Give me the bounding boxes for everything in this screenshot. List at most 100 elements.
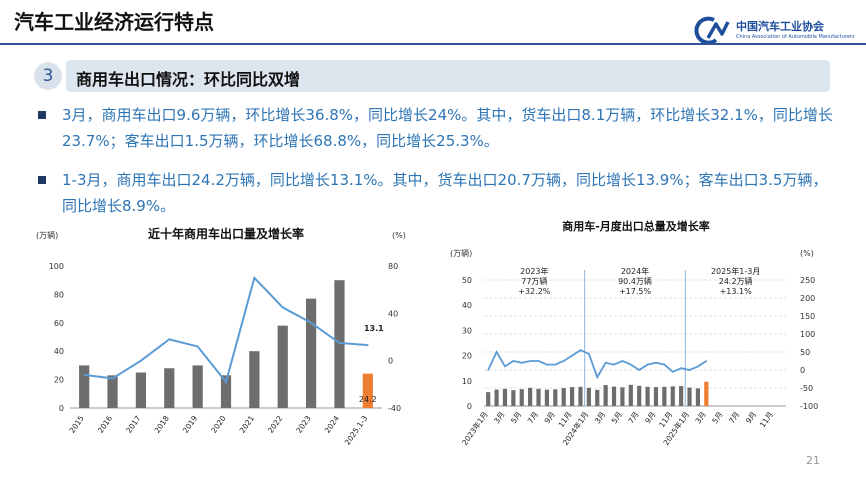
- growth-rate-point: [140, 359, 142, 362]
- annotation-volume: 77万辆: [521, 276, 547, 286]
- bar: [511, 390, 516, 406]
- x-tick-label: 2015: [67, 414, 85, 435]
- bar: [502, 388, 508, 406]
- growth-rate-point: [630, 363, 632, 366]
- page-number: 21: [806, 454, 820, 467]
- bar: [249, 351, 260, 408]
- section-title: 商用车出口情况：环比同比双增: [76, 70, 301, 89]
- bar: [494, 389, 499, 406]
- bar-value-label: 24.2: [359, 395, 377, 404]
- bar: [704, 381, 709, 406]
- growth-rate-point: [579, 349, 582, 351]
- annotation-growth: +17.5%: [619, 287, 652, 296]
- growth-rate-point: [168, 338, 171, 341]
- x-tick-label: 2023年1月: [459, 409, 489, 447]
- growth-rate-point: [680, 367, 682, 369]
- y-tick-label: 10: [462, 377, 472, 386]
- bar: [620, 387, 625, 406]
- bar: [362, 373, 373, 408]
- annotation-year: 2025年1-3月: [711, 266, 760, 276]
- y2-tick-label: 150: [800, 312, 815, 321]
- y-tick-label: 20: [462, 352, 472, 361]
- bar: [561, 388, 566, 406]
- x-tick-label: 9月: [643, 410, 657, 425]
- growth-rate-point: [663, 363, 666, 366]
- y-tick-label: 40: [54, 347, 64, 356]
- bar: [486, 392, 491, 406]
- x-tick-label: 2022: [266, 414, 284, 435]
- y2-tick-label: 200: [800, 294, 815, 303]
- x-tick-label: 5月: [710, 410, 724, 425]
- chart-title: 商用车-月度出口总量及增长率: [562, 219, 710, 233]
- growth-rate-point: [310, 322, 312, 324]
- x-tick-label: 2020: [209, 414, 227, 435]
- growth-rate-point: [638, 369, 640, 371]
- bar: [192, 365, 203, 408]
- growth-rate-point: [537, 360, 540, 362]
- x-tick-label: 2021: [238, 414, 256, 435]
- logo-name-en: China Association of Automobile Manufact…: [736, 34, 855, 40]
- x-tick-label: 5月: [509, 410, 523, 425]
- y-axis-unit-label: (万辆): [36, 230, 58, 240]
- x-tick-label: 2016: [96, 414, 114, 435]
- bar: [528, 387, 533, 406]
- page-title: 汽车工业经济运行特点: [14, 10, 214, 34]
- bar: [653, 387, 659, 406]
- y2-axis-unit-label: (%): [392, 231, 406, 240]
- x-tick-label: 3月: [694, 410, 708, 425]
- growth-rate-point: [655, 362, 657, 364]
- caam-logo-icon: [694, 16, 730, 44]
- bar: [220, 375, 232, 408]
- y2-tick-label: -50: [800, 384, 813, 393]
- growth-rate-point: [83, 374, 85, 376]
- bar: [628, 384, 633, 406]
- growth-rate-point: [671, 371, 674, 373]
- bar: [645, 386, 650, 406]
- header-divider: [0, 43, 866, 45]
- growth-rate-point: [621, 360, 624, 362]
- y2-tick-label: -40: [388, 404, 401, 413]
- bar: [135, 372, 147, 408]
- logo-name-cn: 中国汽车工业协会: [736, 20, 824, 33]
- bar: [553, 389, 558, 406]
- y-tick-label: 60: [54, 319, 64, 328]
- growth-rate-point: [571, 354, 573, 357]
- y-tick-label: 30: [462, 326, 472, 335]
- section-title-bar: [66, 60, 830, 92]
- x-tick-label: 9月: [744, 410, 758, 425]
- growth-rate-point: [495, 351, 498, 353]
- x-tick-label: 2019: [181, 414, 199, 435]
- y2-tick-label: 40: [388, 309, 398, 318]
- x-tick-label: 9月: [543, 410, 557, 425]
- growth-rate-point: [554, 363, 557, 366]
- y-tick-label: 100: [49, 262, 64, 271]
- annotation-year: 2023年: [520, 266, 548, 276]
- bar: [603, 385, 608, 406]
- y2-tick-label: 80: [388, 262, 398, 271]
- growth-rate-point: [253, 277, 256, 279]
- bar: [544, 389, 550, 406]
- growth-rate-point: [520, 362, 523, 364]
- growth-rate-line: [84, 275, 368, 385]
- y2-tick-label: 0: [800, 366, 805, 375]
- y-tick-label: 0: [467, 402, 472, 411]
- monthly-export-chart: 商用车-月度出口总量及增长率(万辆) (%)-100-50050100150200…: [450, 219, 818, 447]
- x-tick-label: 2023: [294, 414, 312, 435]
- growth-rate-point: [529, 360, 531, 362]
- bar: [687, 387, 692, 406]
- bar: [662, 386, 667, 406]
- bar: [586, 387, 591, 406]
- x-tick-label: 7月: [727, 410, 741, 425]
- bar: [611, 386, 617, 406]
- y-axis-unit-label: (万辆): [450, 248, 472, 258]
- growth-rate-point: [225, 381, 227, 383]
- growth-rate-point: [646, 363, 649, 366]
- chart-title: 近十年商用车出口量及增长率: [148, 226, 304, 241]
- x-tick-label: 2024: [323, 414, 341, 435]
- growth-rate-point: [367, 344, 369, 346]
- y-tick-label: 80: [54, 290, 64, 299]
- bullet-square-icon: [38, 111, 46, 119]
- growth-rate-point: [338, 342, 341, 344]
- bar: [107, 375, 118, 408]
- growth-rate-point: [281, 306, 284, 309]
